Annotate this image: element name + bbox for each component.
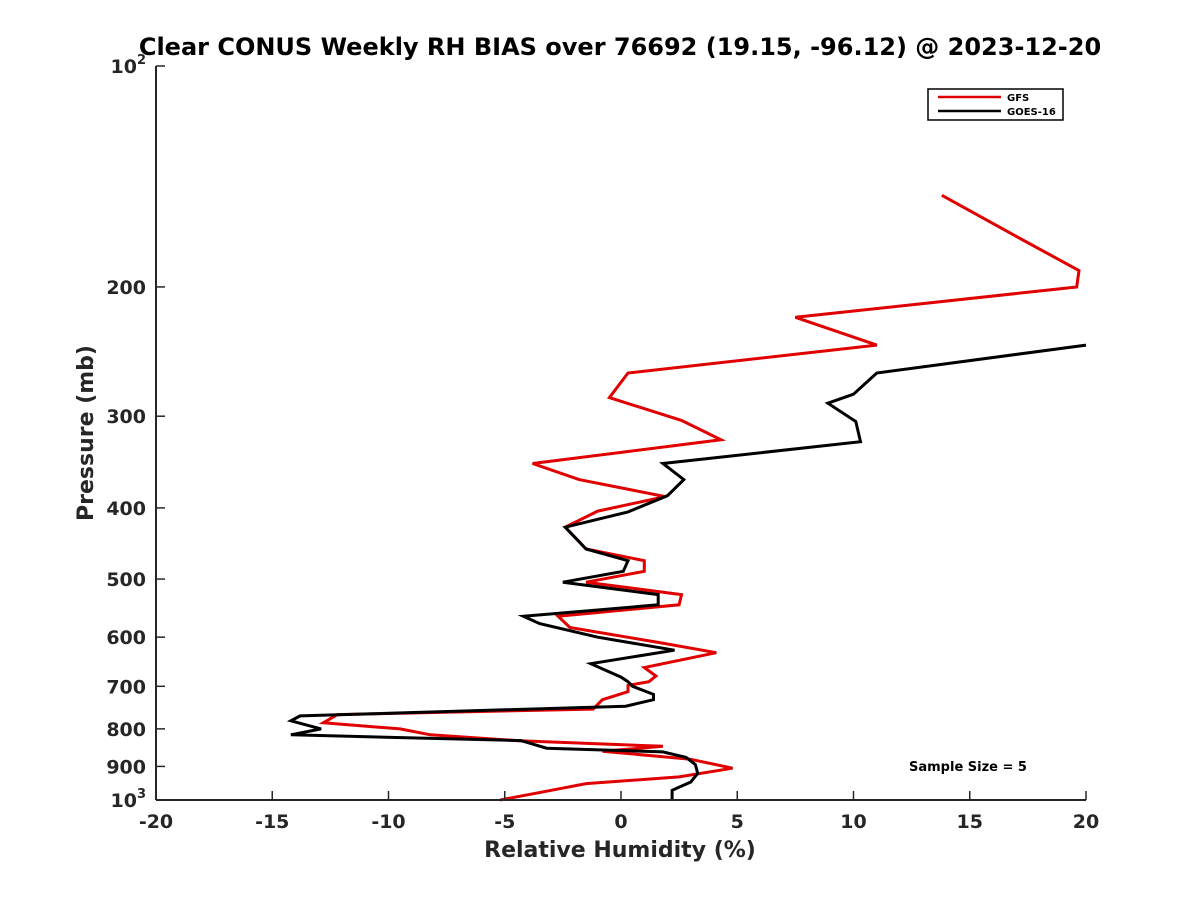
y-tick-label: 102 xyxy=(111,53,147,78)
x-tick-label: 15 xyxy=(957,811,983,833)
legend-box xyxy=(927,88,1064,121)
y-tick-label: 300 xyxy=(106,406,146,428)
axes: -20 -15 -10 -5 0 5 10 15 20 102 200 300 400 500 600 700… xyxy=(106,53,1099,833)
y-tick-label: 900 xyxy=(106,756,146,778)
x-tick-label: -10 xyxy=(371,811,405,833)
y-tick-label: 600 xyxy=(106,627,146,649)
legend: GFS GOES-16 xyxy=(927,88,1064,121)
y-tick-label: 400 xyxy=(106,498,146,520)
y-tick-label: 200 xyxy=(106,277,146,299)
series-layer xyxy=(286,193,1087,802)
plot-background xyxy=(156,66,1086,800)
y-axis-label: Pressure (mb) xyxy=(74,345,99,521)
y-tick-label: 500 xyxy=(106,569,146,591)
y-tick-label: 103 xyxy=(111,787,147,812)
y-tick-label: 800 xyxy=(106,719,146,741)
sample-size-annotation: Sample Size = 5 xyxy=(909,760,1027,775)
x-tick-label: 0 xyxy=(614,811,627,833)
x-tick-label: -15 xyxy=(255,811,289,833)
x-axis-label: Relative Humidity (%) xyxy=(484,838,756,863)
plot-area xyxy=(156,66,1086,800)
legend-label-goes16: GOES-16 xyxy=(1007,107,1056,118)
series-line-gfs xyxy=(318,193,1081,802)
y-tick-label: 700 xyxy=(106,676,146,698)
x-tick-label: 5 xyxy=(731,811,744,833)
x-tick-label: -20 xyxy=(139,811,173,833)
chart-title: Clear CONUS Weekly RH BIAS over 76692 (1… xyxy=(139,33,1101,61)
x-tick-label: 20 xyxy=(1073,811,1099,833)
series-line-goes16 xyxy=(286,343,1087,800)
legend-label-gfs: GFS xyxy=(1007,93,1029,104)
x-tick-label: 10 xyxy=(840,811,866,833)
x-tick-label: -5 xyxy=(494,811,515,833)
